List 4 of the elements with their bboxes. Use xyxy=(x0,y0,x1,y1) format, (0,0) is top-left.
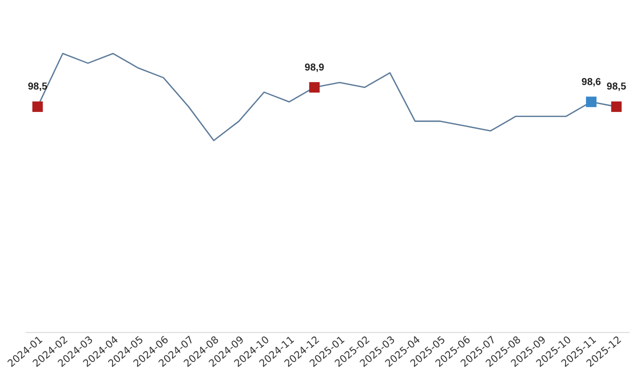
data-label: 98,9 xyxy=(304,62,325,74)
data-label: 98,5 xyxy=(28,82,48,93)
data-label: 98,6 xyxy=(582,76,602,88)
data-label: 98,5 xyxy=(606,82,627,93)
